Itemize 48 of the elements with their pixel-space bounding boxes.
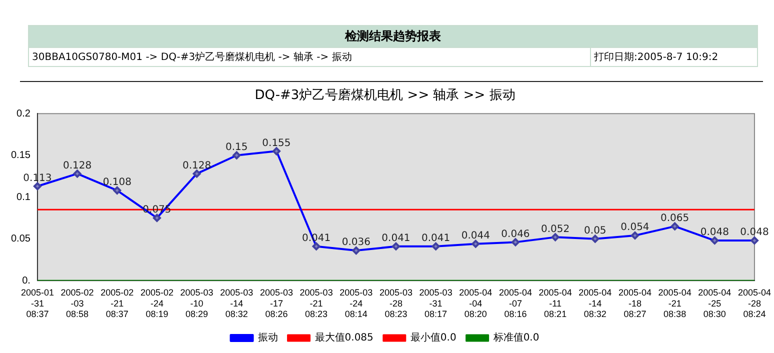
x-tick-label: 2005-04 -21 08:38 bbox=[658, 287, 692, 320]
x-tick-label: 2005-03 -17 08:26 bbox=[260, 287, 293, 320]
x-tick-label: 2005-04 -28 08:24 bbox=[738, 287, 771, 320]
data-label: 0.041 bbox=[421, 232, 450, 244]
x-tick-label: 2005-03 -21 08:23 bbox=[300, 287, 333, 320]
x-tick-label: 2005-04 -04 08:20 bbox=[459, 287, 492, 320]
data-label: 0.041 bbox=[382, 232, 410, 244]
data-label: 0.048 bbox=[700, 227, 729, 238]
data-label: 0.036 bbox=[342, 237, 370, 248]
x-tick-label: 2005-04 -25 08:30 bbox=[698, 287, 732, 320]
data-label: 0.065 bbox=[660, 212, 690, 224]
x-tick-label: 2005-04 -11 08:21 bbox=[538, 287, 572, 320]
x-tick-label: 2005-04 -18 08:27 bbox=[618, 287, 652, 320]
data-label: 0.05 bbox=[584, 225, 606, 236]
data-label: 0.155 bbox=[262, 138, 291, 149]
y-tick-label: 0.1 bbox=[16, 192, 31, 203]
x-tick-label: 2005-04 -14 08:32 bbox=[578, 287, 612, 320]
y-tick-label: 0.2 bbox=[16, 108, 31, 120]
legend-label: 标准值0.0 bbox=[492, 332, 540, 344]
y-tick-label: 0. bbox=[22, 275, 30, 286]
legend-label: 最小值0.0 bbox=[410, 332, 456, 344]
text: 30BBA10GS0780-M01 -> DQ-#3炉乙号磨煤机电机 -> 轴承 -> 振动 bbox=[28, 48, 590, 66]
x-tick-label: 2005-03 -24 08:14 bbox=[340, 287, 373, 320]
x-tick-label: 2005-03 -10 08:29 bbox=[180, 287, 214, 320]
legend-label: 最大值0.085 bbox=[314, 332, 374, 344]
x-tick-label: 2005-04 -07 08:16 bbox=[498, 287, 532, 320]
x-tick-label: 2005-02 -21 08:37 bbox=[100, 287, 134, 320]
x-tick-label: 2005-01 -31 08:37 bbox=[20, 287, 54, 320]
x-tick-label: 2005-03 -14 08:32 bbox=[220, 287, 254, 320]
data-label: 0.128 bbox=[182, 160, 212, 172]
text: 打印日期:2005-8-7 10:9:2 bbox=[590, 48, 758, 66]
x-tick-label: 2005-02 -03 08:58 bbox=[60, 287, 94, 320]
data-label: 0.054 bbox=[620, 222, 650, 234]
data-label: 0.052 bbox=[540, 224, 570, 235]
data-label: 0.046 bbox=[501, 228, 530, 240]
y-tick-label: 0.05 bbox=[10, 234, 31, 245]
data-label: 0.15 bbox=[226, 142, 248, 153]
x-tick-label: 2005-03 -31 08:17 bbox=[419, 287, 452, 320]
y-tick-label: 0.15 bbox=[10, 150, 31, 162]
text: 检测结果趋势报表 bbox=[28, 26, 758, 48]
data-label: 0.128 bbox=[62, 160, 92, 172]
legend-label: 振动 bbox=[258, 332, 278, 344]
data-label: 0.048 bbox=[740, 227, 769, 238]
x-tick-label: 2005-02 -24 08:19 bbox=[140, 287, 174, 320]
chart-title: DQ-#3炉乙号磨煤机电机 >> 轴承 >> 振动 bbox=[254, 88, 516, 104]
data-label: 0.044 bbox=[461, 230, 490, 242]
data-label: 0.108 bbox=[102, 177, 132, 188]
x-tick-label: 2005-03 -28 08:23 bbox=[379, 287, 412, 320]
